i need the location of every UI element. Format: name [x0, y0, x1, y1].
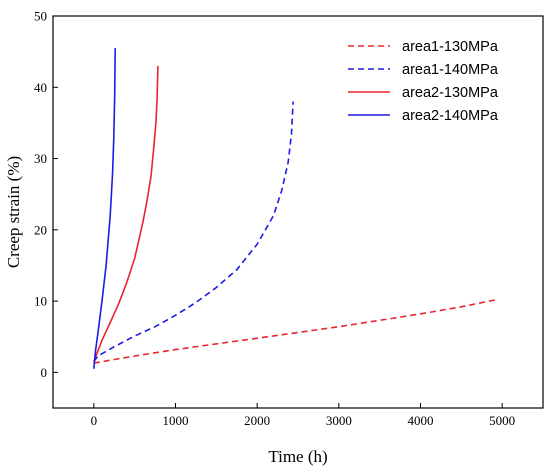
legend-label: area2-140MPa — [402, 108, 499, 124]
y-tick-label: 0 — [41, 365, 48, 380]
x-axis-title: Time (h) — [268, 447, 327, 466]
y-tick-label: 50 — [34, 9, 47, 24]
series-line-area2-140MPa — [93, 48, 116, 369]
y-tick-label: 40 — [34, 80, 47, 95]
y-axis-title: Creep strain (%) — [4, 156, 23, 268]
legend-label: area2-130MPa — [402, 85, 499, 101]
series-layer — [93, 48, 497, 369]
x-tick-label: 2000 — [244, 413, 270, 428]
series-line-area1-130MPa — [93, 298, 497, 364]
plot-frame — [52, 15, 544, 409]
x-tick-label: 1000 — [163, 413, 189, 428]
series-line-area2-130MPa — [93, 65, 159, 362]
legend: area1-130MPa area1-140MPa area2-130MPa area… — [348, 39, 499, 124]
x-tick-label: 5000 — [489, 413, 515, 428]
y-tick-label: 20 — [34, 222, 47, 237]
legend-label: area1-130MPa — [402, 39, 499, 55]
y-tick-label: 10 — [34, 294, 47, 309]
legend-label: area1-140MPa — [402, 62, 499, 78]
x-tick-label: 3000 — [326, 413, 352, 428]
x-tick-label: 4000 — [408, 413, 434, 428]
x-tick-label: 0 — [91, 413, 98, 428]
x-axis: 0 1000 2000 3000 4000 5000 — [91, 403, 515, 428]
y-tick-label: 30 — [34, 151, 47, 166]
series-line-area1-140MPa — [93, 101, 294, 363]
y-axis: 0 10 20 30 40 50 — [34, 9, 58, 380]
